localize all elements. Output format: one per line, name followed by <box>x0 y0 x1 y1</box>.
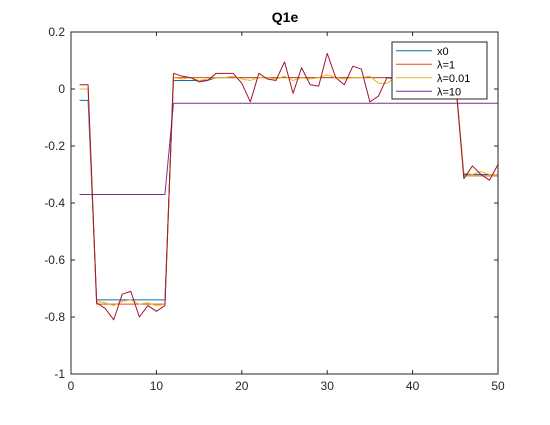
y-tick-label-6: -1 <box>54 367 65 381</box>
x-tick-label-5: 50 <box>491 379 505 393</box>
legend-label-3: λ=10 <box>437 86 461 98</box>
x-tick-label-3: 30 <box>321 379 335 393</box>
chart-title: Q1e <box>272 9 299 25</box>
x-tick-label-0: 0 <box>68 379 75 393</box>
legend: x0λ=1 λ=0.01λ=10 <box>391 41 488 100</box>
y-tick-label-5: -0.8 <box>44 310 65 324</box>
y-tick-label-3: -0.4 <box>44 196 65 210</box>
y-tick-label-0: 0.2 <box>48 25 65 39</box>
axis-layer: 0 10 20 30 40 50 0.2 0 -0.2 -0.4 -0.6 -0.8 -1 <box>44 25 505 393</box>
legend-label-1: λ=1 <box>437 59 455 71</box>
x-tick-label-2: 20 <box>235 379 249 393</box>
y-tick-label-2: -0.2 <box>44 139 65 153</box>
legend-box <box>391 41 488 100</box>
legend-label-0: x0 <box>437 46 449 58</box>
x-tick-label-1: 10 <box>150 379 164 393</box>
series-line-3 <box>79 102 498 195</box>
y-tick-label-4: -0.6 <box>44 253 65 267</box>
y-tick-label-1: 0 <box>58 82 65 96</box>
x-tick-label-4: 40 <box>406 379 420 393</box>
legend-label-2: λ=0.01 <box>437 73 470 85</box>
